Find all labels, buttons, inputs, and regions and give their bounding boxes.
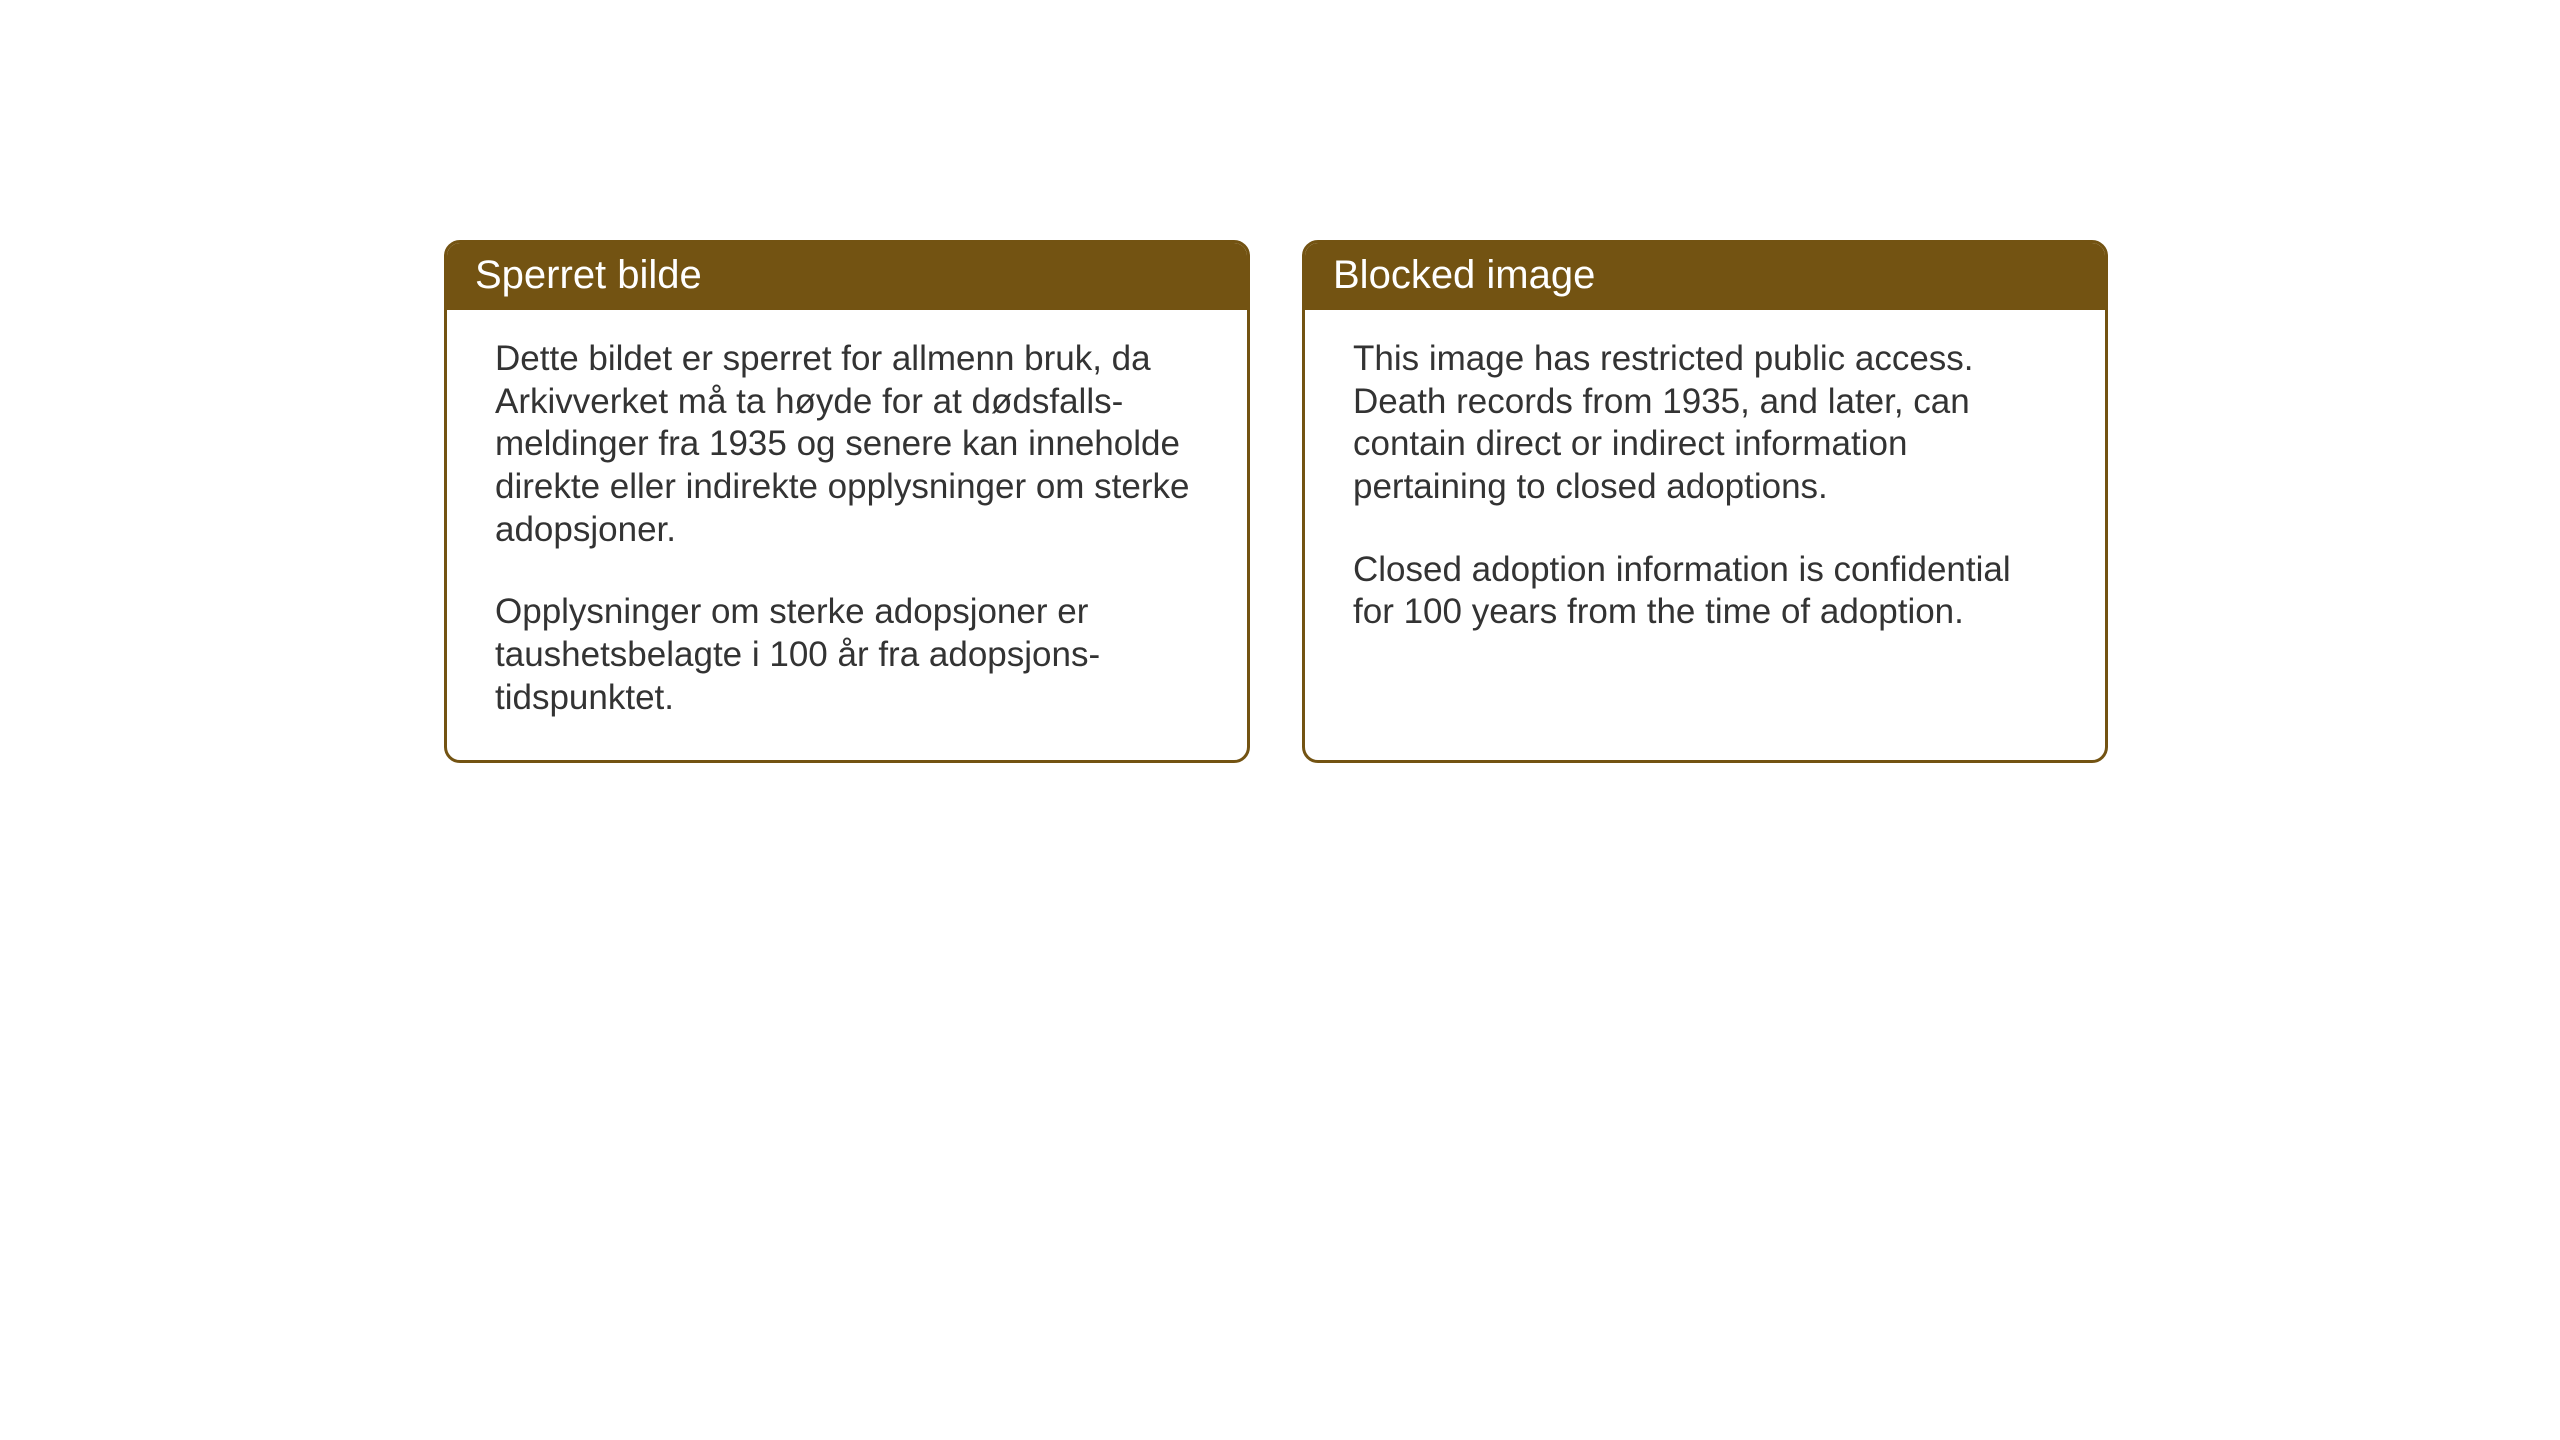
notice-paragraph: Closed adoption information is confident… <box>1353 549 2057 634</box>
notice-body-norwegian: Dette bildet er sperret for allmenn bruk… <box>447 310 1247 760</box>
notice-paragraph: Dette bildet er sperret for allmenn bruk… <box>495 338 1199 551</box>
notice-container: Sperret bilde Dette bildet er sperret fo… <box>444 240 2108 763</box>
notice-body-english: This image has restricted public access.… <box>1305 310 2105 674</box>
notice-paragraph: This image has restricted public access.… <box>1353 338 2057 509</box>
notice-header-english: Blocked image <box>1305 243 2105 310</box>
notice-card-english: Blocked image This image has restricted … <box>1302 240 2108 763</box>
notice-paragraph: Opplysninger om sterke adopsjoner er tau… <box>495 591 1199 719</box>
notice-card-norwegian: Sperret bilde Dette bildet er sperret fo… <box>444 240 1250 763</box>
notice-header-norwegian: Sperret bilde <box>447 243 1247 310</box>
